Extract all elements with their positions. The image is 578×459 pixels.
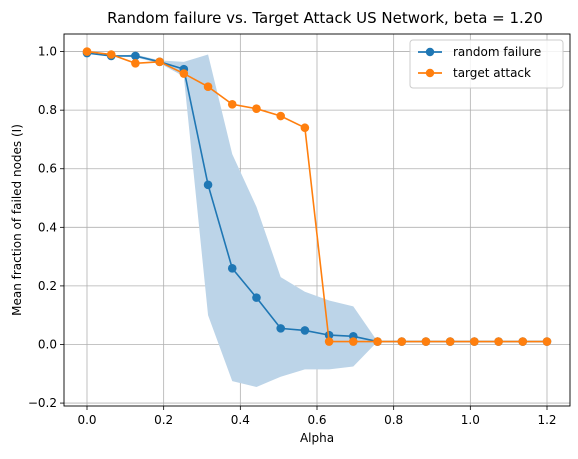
- data-point-random-failure: [252, 293, 261, 302]
- legend-label-random-failure: random failure: [453, 45, 541, 59]
- data-point-target-attack: [155, 57, 164, 67]
- data-point-target-attack: [542, 337, 552, 346]
- data-point-target-attack: [131, 58, 140, 68]
- legend-marker-target-attack: [425, 68, 435, 78]
- y-tick-label: 0.2: [38, 279, 57, 293]
- axis-ticks: 0.0 0.2 0.4 0.6 0.8 1.0 1.2 −0.2 0.0 0.2 0.4 0.6 0.8…: [28, 45, 557, 427]
- y-tick-label: 0.8: [38, 103, 57, 117]
- x-axis-label: Alpha: [300, 431, 334, 445]
- data-point-target-attack: [373, 337, 382, 346]
- data-point-random-failure: [203, 180, 213, 190]
- data-point-random-failure: [276, 324, 285, 333]
- legend-marker-random-failure: [425, 47, 435, 57]
- y-axis-label: Mean fraction of failed nodes (I): [10, 124, 24, 316]
- x-tick-label: 0.8: [384, 413, 403, 427]
- y-tick-label: 0.0: [38, 337, 57, 351]
- data-point-target-attack: [227, 99, 237, 109]
- y-tick-label: 1.0: [38, 45, 57, 59]
- data-point-target-attack: [82, 47, 92, 56]
- data-point-target-attack: [494, 337, 503, 346]
- confidence-band: [87, 53, 547, 387]
- series-layer: [82, 47, 552, 346]
- data-point-random-failure: [227, 264, 237, 273]
- data-point-target-attack: [445, 337, 455, 346]
- legend-box: [409, 39, 564, 89]
- data-point-target-attack: [349, 337, 358, 346]
- x-tick-label: 0.2: [154, 413, 173, 427]
- x-tick-label: 0.6: [307, 413, 326, 427]
- data-point-random-failure: [131, 51, 140, 61]
- legend: random failure target attack: [409, 39, 564, 89]
- confidence-band-layer: [87, 53, 547, 387]
- y-tick-label: 0.4: [38, 220, 57, 234]
- x-tick-label: 0.0: [77, 413, 96, 427]
- data-point-target-attack: [518, 337, 528, 346]
- data-point-target-attack: [106, 50, 116, 59]
- data-point-target-attack: [421, 337, 431, 346]
- data-point-target-attack: [397, 337, 407, 346]
- data-point-target-attack: [203, 82, 213, 92]
- chart-title: Random failure vs. Target Attack US Netw…: [107, 9, 543, 27]
- data-point-random-failure: [300, 326, 310, 335]
- data-point-target-attack: [179, 69, 189, 78]
- data-point-target-attack: [276, 111, 285, 121]
- y-tick-label: 0.6: [38, 162, 57, 176]
- x-tick-label: 1.2: [537, 413, 556, 427]
- data-point-target-attack: [300, 123, 310, 133]
- legend-label-target-attack: target attack: [453, 66, 531, 80]
- y-tick-label: −0.2: [28, 396, 57, 410]
- x-tick-label: 0.4: [231, 413, 250, 427]
- data-point-target-attack: [252, 104, 261, 113]
- data-point-target-attack: [324, 337, 334, 346]
- data-point-target-attack: [470, 337, 479, 346]
- x-tick-label: 1.0: [461, 413, 480, 427]
